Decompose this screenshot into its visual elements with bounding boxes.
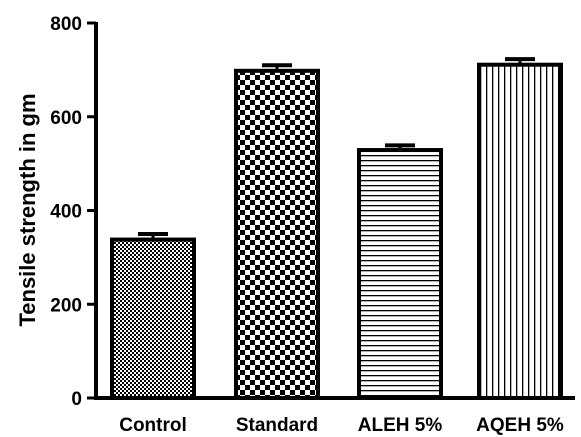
x-labels-group: Control Standard ALEH 5% AQEH 5%: [119, 415, 564, 436]
y-ticks-group: 0 200 400 600 800: [50, 14, 96, 410]
y-axis-label: Tensile strength in gm: [15, 93, 40, 326]
bars-group: [110, 62, 563, 400]
y-tick-label: 200: [50, 295, 82, 316]
x-category-label: Control: [119, 415, 187, 436]
error-bars-group: [138, 57, 535, 240]
y-tick-label: 800: [50, 14, 82, 35]
bar-aleh-5-: [357, 148, 443, 400]
y-tick-label: 600: [50, 108, 82, 129]
bar-aqeh-5-: [477, 62, 563, 400]
x-category-label: AQEH 5%: [476, 415, 564, 436]
y-tick-label: 400: [50, 202, 82, 223]
bar-control: [110, 237, 196, 400]
y-tick-label: 0: [71, 389, 82, 410]
x-category-label: ALEH 5%: [358, 415, 443, 436]
x-category-label: Standard: [236, 415, 318, 436]
bar-standard: [234, 68, 320, 400]
